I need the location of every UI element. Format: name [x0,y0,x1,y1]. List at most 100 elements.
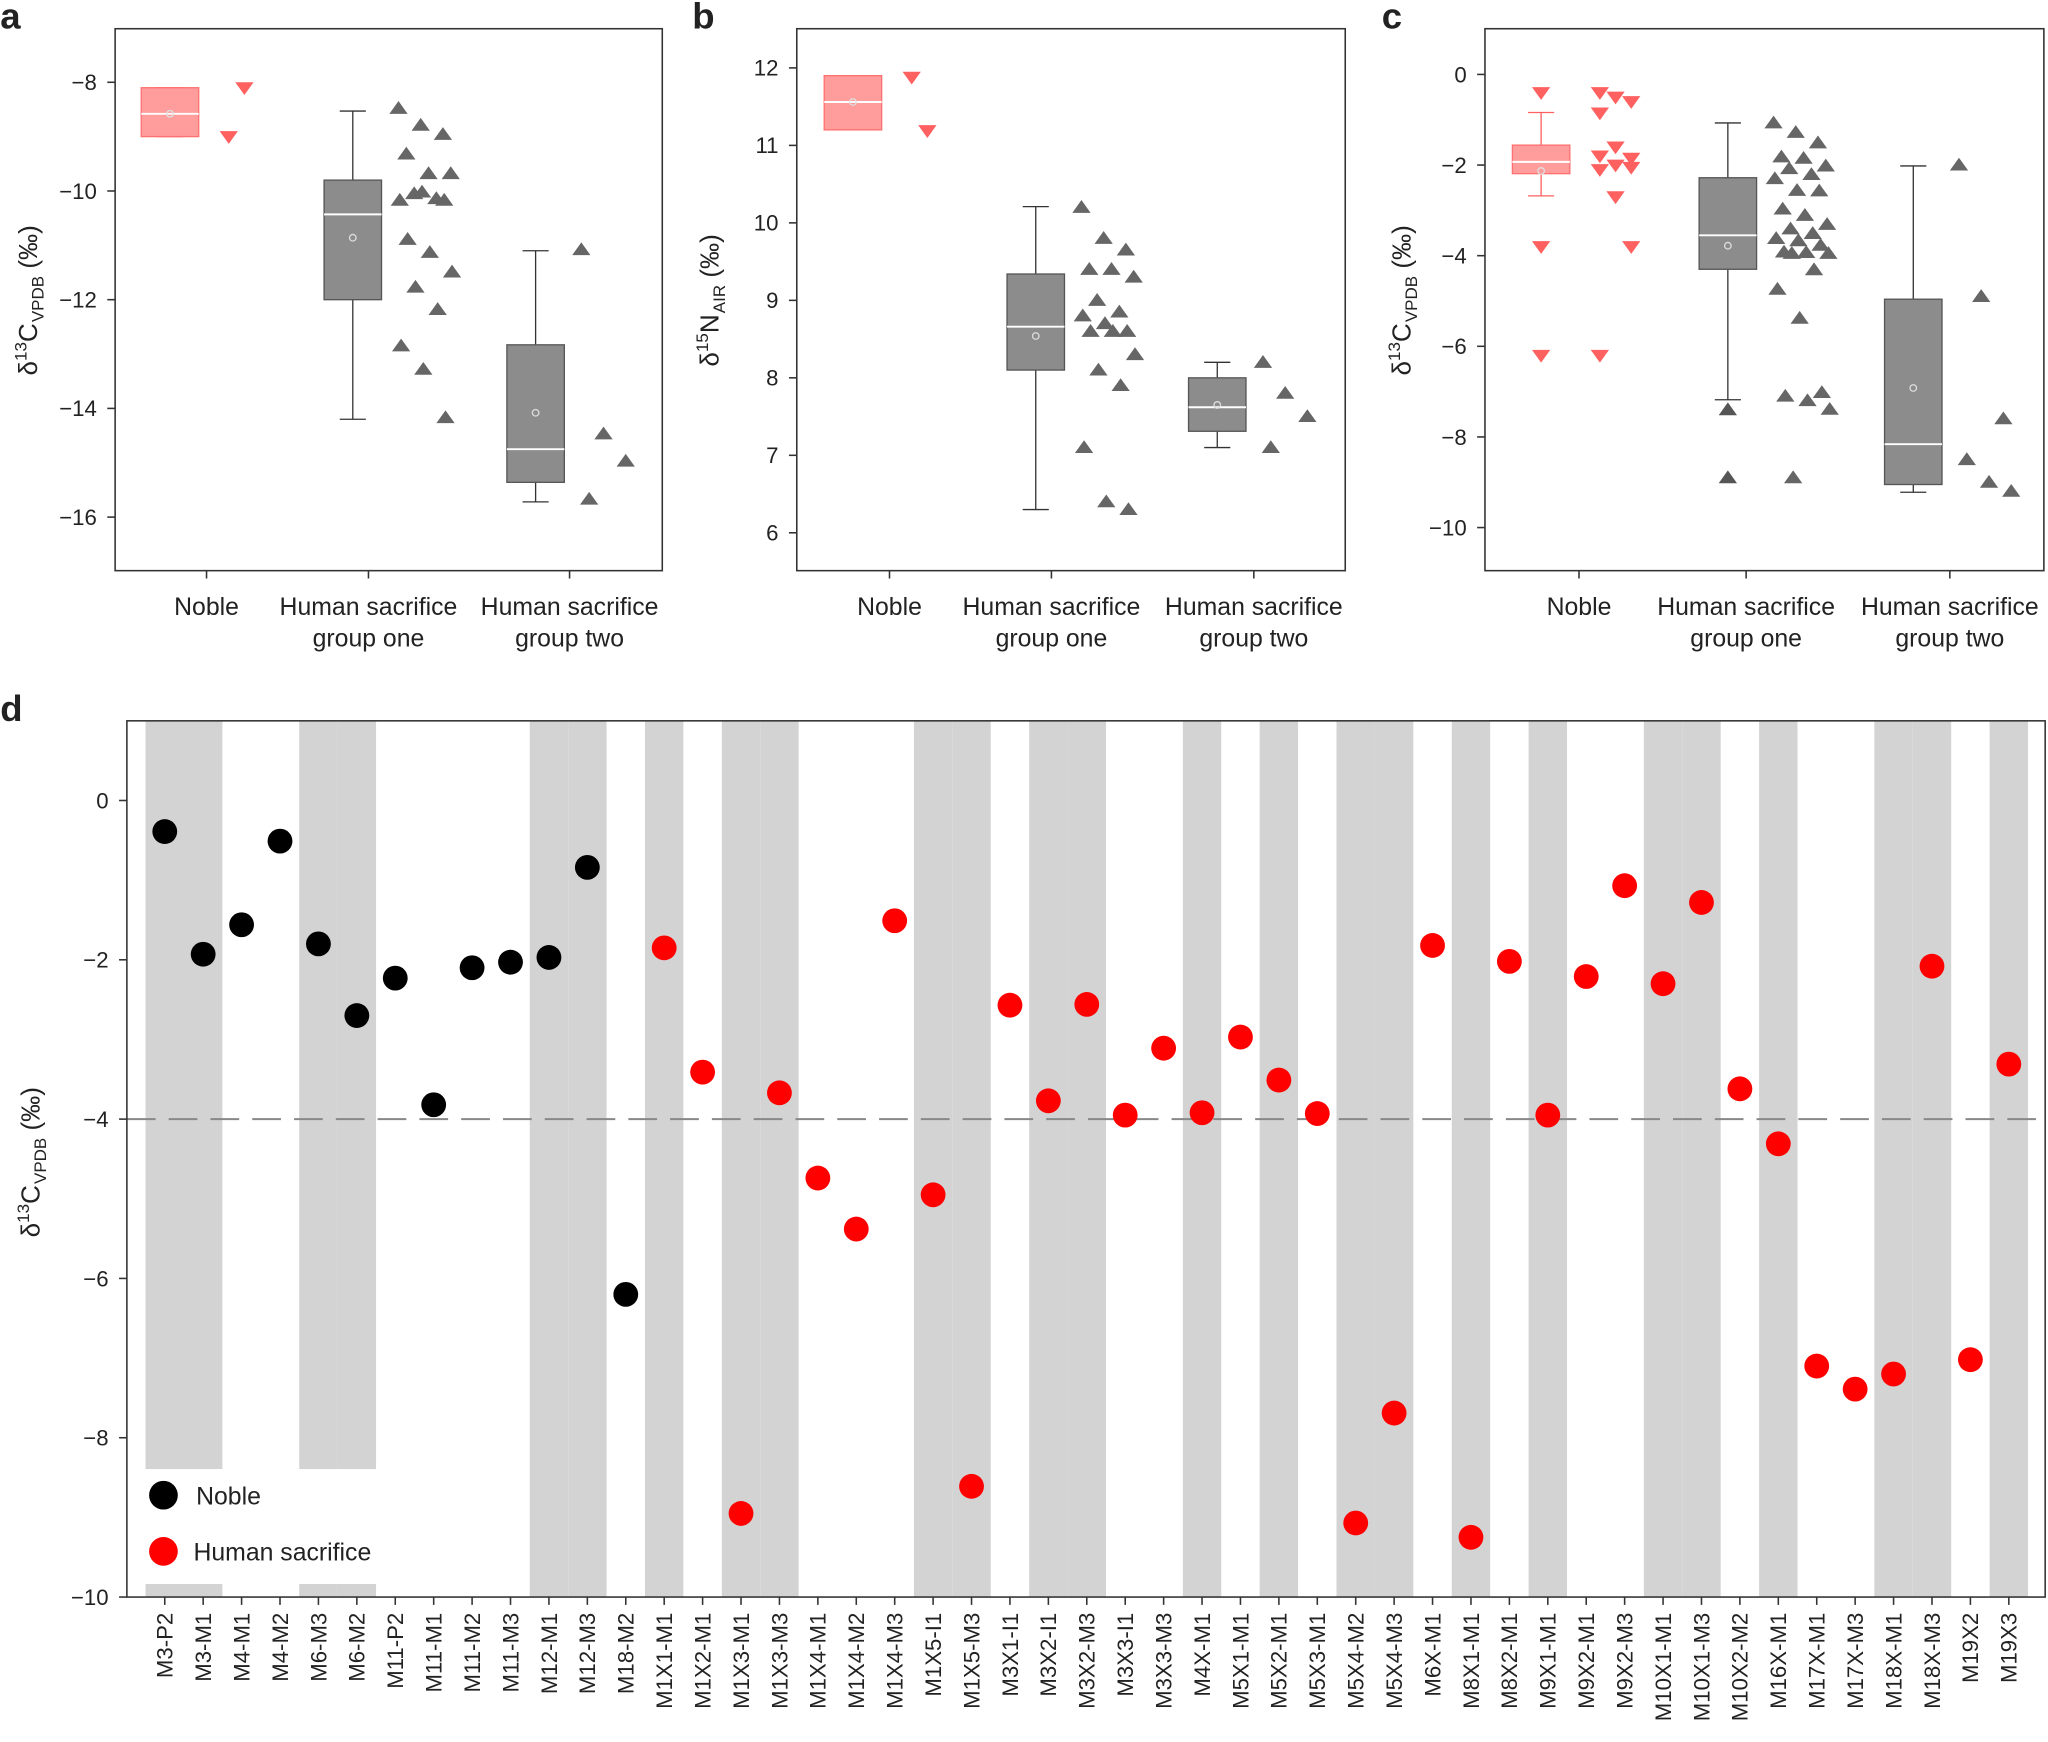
x-tick-label: M1X5-I1 [921,1613,946,1697]
data-point [1343,1510,1369,1536]
y-tick-label: −4 [1441,244,1466,269]
data-point [1097,494,1116,508]
x-tick-label: group one [1690,625,1802,652]
data-point [1764,115,1783,129]
legend-label: Human sacrifice [193,1539,371,1566]
y-tick-label: −8 [1441,425,1466,450]
data-point [390,192,409,206]
data-point [306,931,331,957]
x-tick-label: M17X-M3 [1843,1613,1868,1709]
data-point [1590,150,1610,164]
data-point [1949,157,1969,171]
data-point [1622,161,1641,175]
data-point [1795,208,1815,221]
mean-marker [1031,332,1040,340]
data-point [1786,125,1805,138]
data-point [1765,171,1785,185]
box [1006,273,1066,371]
sample-band [145,720,184,1598]
x-tick-label: M11-P2 [383,1613,408,1689]
sample-band [1374,720,1414,1598]
x-tick-label: M5X4-M2 [1344,1613,1369,1709]
y-tick-label: −14 [59,396,97,421]
data-point [1994,411,2013,425]
x-tick-label: M3X3-I1 [1113,1613,1138,1697]
data-point [1622,96,1641,109]
data-point [572,242,591,256]
panel-label-d: d [0,688,22,729]
data-point [1590,87,1610,100]
data-point [414,361,433,375]
data-point [1881,1361,1906,1387]
x-tick-label: M5X2-M1 [1267,1613,1292,1709]
x-tick-label: Human sacrifice [280,594,458,621]
y-tick-label: 0 [96,788,108,813]
sample-band [1067,720,1106,1598]
x-tick-label: group one [996,625,1108,652]
sample-band [1759,720,1798,1598]
mean-marker [1723,241,1732,250]
data-point [1253,355,1273,368]
data-point [1125,347,1145,361]
y-tick-label: 0 [1454,62,1466,87]
data-point [1810,183,1829,197]
data-point [1784,470,1803,484]
x-tick-label: M3X3-M3 [1151,1613,1176,1709]
data-point [1496,948,1522,974]
x-tick-label: M10X2-M2 [1728,1613,1753,1722]
x-tick-label: M11-M1 [422,1613,447,1693]
y-tick-label: 12 [754,56,779,81]
x-tick-label: M18X-M1 [1881,1613,1906,1709]
data-point [382,965,408,991]
x-tick-label: group two [1895,625,2004,652]
data-point [1802,167,1821,181]
data-point [613,1281,639,1307]
x-tick-label: M9X1-M1 [1536,1613,1561,1709]
y-tick-label: 10 [754,211,779,236]
panel-c: 0 −2 −4 −6 −8 −10 δ13C VPDB (‰) Noble Human sacr… [1385,27,2045,652]
y-tick-label: −10 [1429,515,1467,540]
data-point [1074,440,1094,454]
data-point [1772,149,1791,163]
data-point [1768,281,1787,295]
data-point [536,945,562,970]
data-point [1095,316,1115,330]
data-point [1590,164,1610,177]
data-point [1773,201,1792,215]
data-point [267,828,293,854]
panel-label-b: b [692,0,714,37]
data-point [1727,1076,1753,1102]
x-tick-label: M18-M2 [614,1613,639,1694]
data-point [419,166,438,180]
data-point [1112,1102,1138,1128]
x-tick-label: M3-P2 [153,1613,178,1678]
data-point [1151,1035,1177,1061]
data-point [1089,362,1108,376]
data-point [997,992,1023,1018]
data-point [433,127,453,140]
data-point [435,192,454,206]
data-point [1689,890,1714,915]
data-point [1767,231,1786,244]
data-point [1261,440,1280,454]
data-point [1606,91,1625,105]
legend-box [139,1469,395,1584]
data-point [902,71,921,85]
y-tick-label: 8 [766,366,778,391]
data-point [1794,150,1813,164]
x-tick-label: M8X1-M1 [1459,1613,1484,1709]
box [506,344,565,483]
data-point [580,491,599,505]
x-tick-label: M9X2-M3 [1612,1613,1637,1709]
data-point [1776,388,1795,402]
data-point [1820,401,1839,415]
x-tick-label: group one [313,625,425,652]
x-tick-label: M3X2-M3 [1075,1613,1100,1709]
x-tick-label: M1X5-M3 [959,1613,984,1709]
data-point [1072,200,1091,213]
mean-marker [1213,401,1222,409]
data-point [1780,161,1799,175]
x-tick-label: M1X3-M3 [767,1613,792,1709]
data-point [843,1216,869,1242]
data-point [1116,242,1135,256]
